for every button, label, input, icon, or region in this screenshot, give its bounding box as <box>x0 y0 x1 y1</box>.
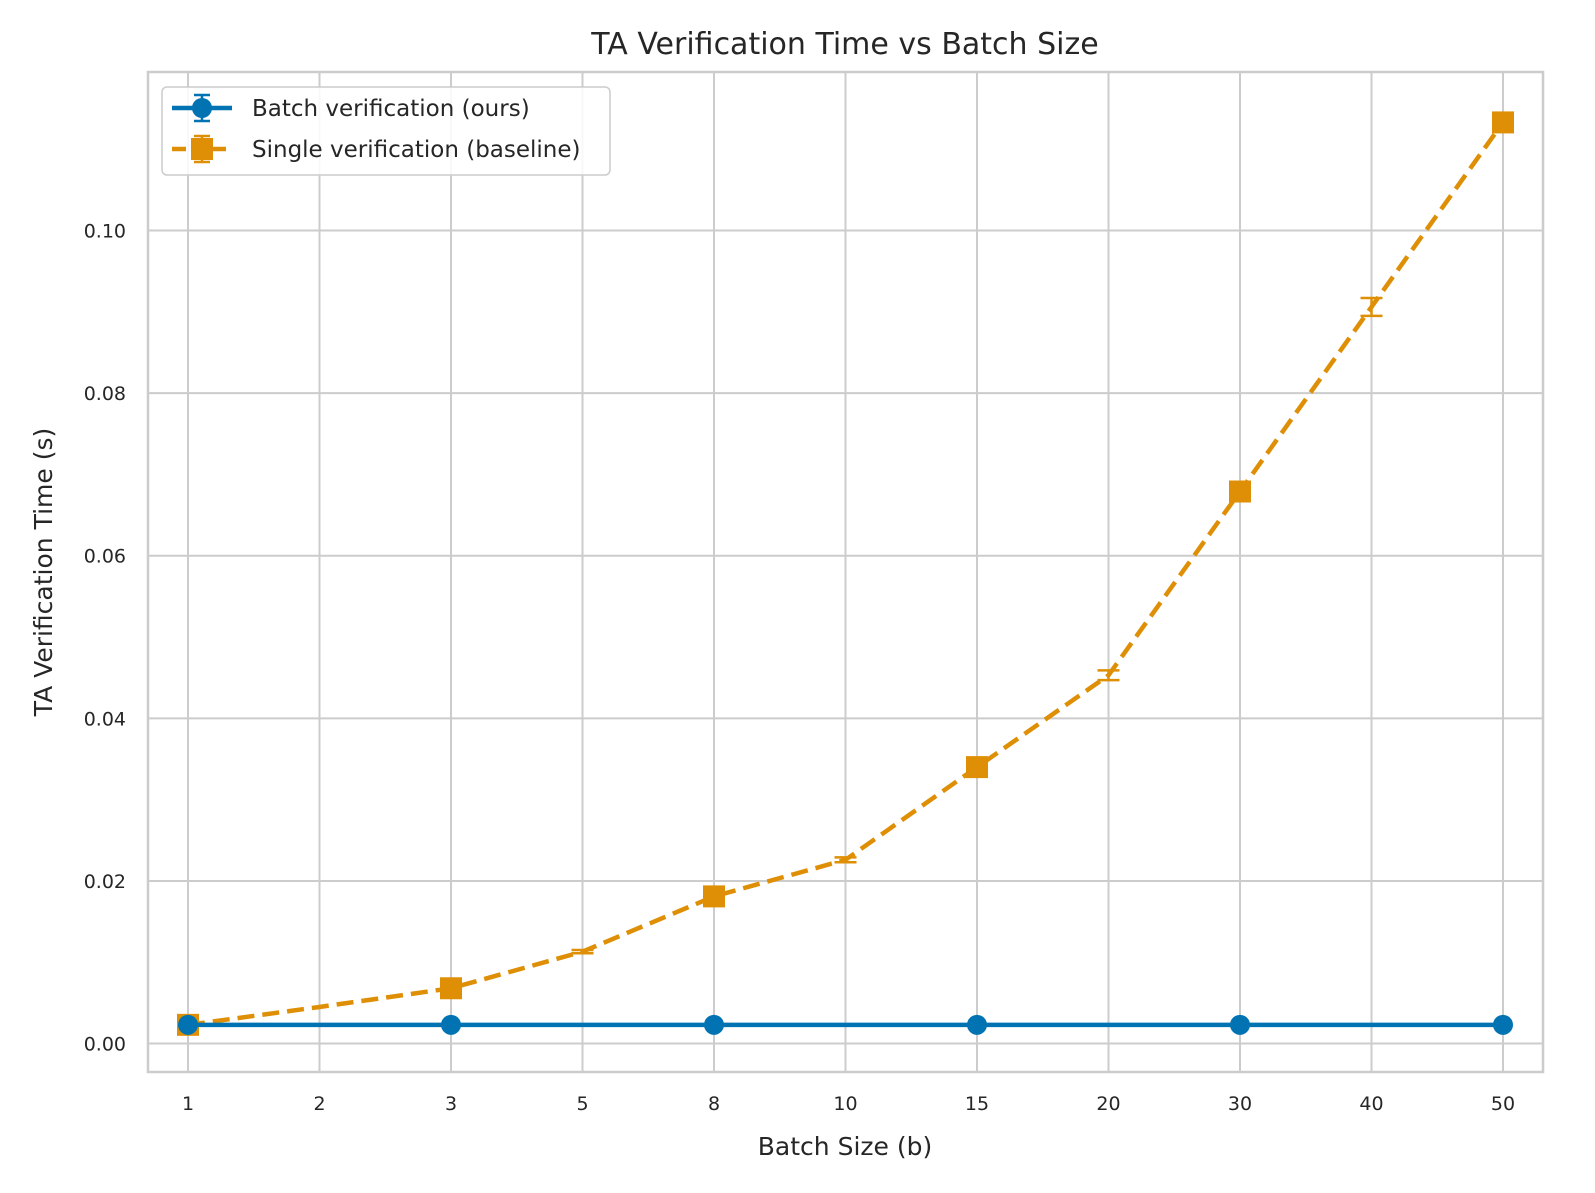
data-point-batch <box>967 1014 987 1035</box>
x-tick-label: 2 <box>313 1093 325 1115</box>
y-tick-label: 0.08 <box>84 383 126 405</box>
y-tick-label: 0.06 <box>84 546 126 568</box>
x-tick-label: 1 <box>182 1093 194 1115</box>
x-tick-label: 40 <box>1359 1093 1383 1115</box>
y-tick-label: 0.00 <box>84 1034 126 1056</box>
x-tick-label: 20 <box>1096 1093 1120 1115</box>
legend-marker-single <box>191 138 213 160</box>
data-point-batch <box>178 1014 198 1035</box>
tick-labels: 1 2 3 5 8 10 15 20 30 40 50 0.00 0.02 0.04 0.06 0.08 0.1… <box>84 221 1515 1115</box>
x-tick-label: 10 <box>833 1093 857 1115</box>
x-tick-label: 15 <box>965 1093 989 1115</box>
data-point-single <box>1492 111 1514 134</box>
series-batch <box>178 1014 1513 1035</box>
data-point-single <box>703 885 725 908</box>
plot-frame <box>146 70 1545 1074</box>
grid <box>148 72 1543 1072</box>
y-axis-label: TA Verification Time (s) <box>29 428 58 717</box>
y-tick-label: 0.02 <box>84 871 126 893</box>
chart-title: TA Verification Time vs Batch Size <box>590 27 1098 62</box>
y-tick-label: 0.10 <box>84 221 126 243</box>
x-tick-label: 3 <box>445 1093 457 1115</box>
legend-handles <box>172 93 232 164</box>
data-point-batch <box>1230 1014 1250 1035</box>
legend-marker-batch <box>192 98 212 118</box>
series-layer <box>177 111 1514 1036</box>
data-point-batch <box>441 1014 461 1035</box>
x-tick-label: 50 <box>1491 1093 1515 1115</box>
legend-label-single: Single verification (baseline) <box>252 137 581 163</box>
x-tick-label: 5 <box>576 1093 588 1115</box>
x-axis-label: Batch Size (b) <box>758 1132 932 1161</box>
legend-box <box>161 86 611 176</box>
x-tick-label: 30 <box>1228 1093 1252 1115</box>
legend: Batch verification (ours) Single verific… <box>161 86 611 176</box>
data-point-batch <box>704 1014 724 1035</box>
y-tick-label: 0.04 <box>84 708 126 730</box>
legend-label-batch: Batch verification (ours) <box>252 96 530 122</box>
data-point-single <box>1229 480 1251 503</box>
x-tick-label: 8 <box>708 1093 720 1115</box>
data-point-batch <box>1493 1014 1513 1035</box>
data-point-single <box>440 977 462 1000</box>
data-point-single <box>966 756 988 779</box>
